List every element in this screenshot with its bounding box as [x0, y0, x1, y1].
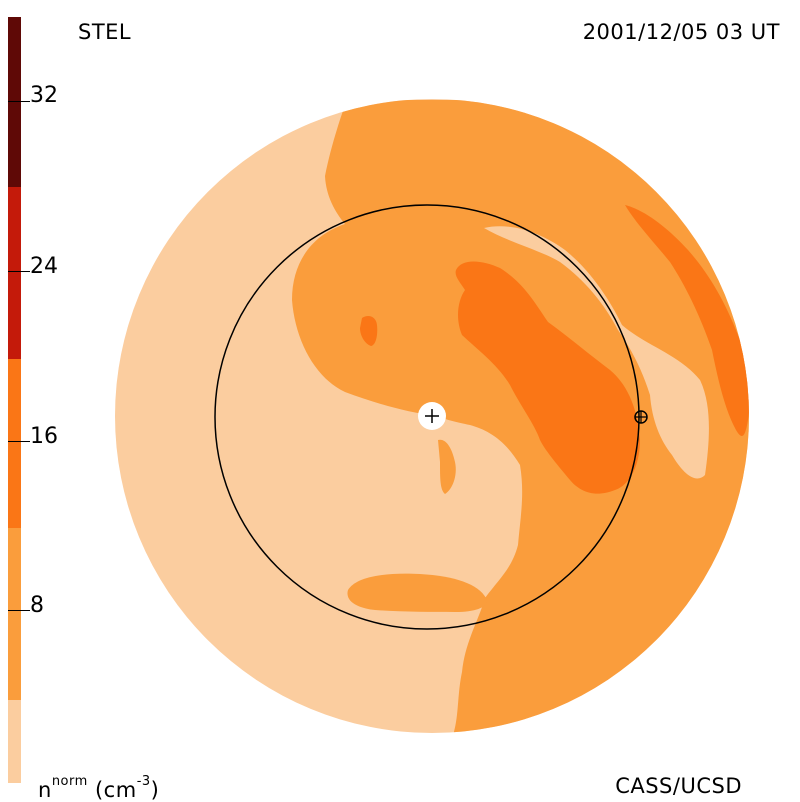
- region-medium-blob-small: [360, 316, 378, 346]
- colorbar: [8, 17, 21, 783]
- unit-base: n: [38, 778, 52, 802]
- colorbar-label-32: 32: [30, 83, 58, 108]
- region-light-main: [292, 100, 749, 733]
- unit-exponent: -3: [136, 774, 151, 789]
- colorbar-tick-32: [8, 101, 30, 102]
- region-lightest-band-right: [484, 226, 709, 479]
- region-light-tendril: [438, 439, 456, 494]
- colorbar-label-16: 16: [30, 424, 58, 449]
- unit-paren: (cm: [94, 778, 137, 802]
- unit-close: ): [150, 778, 160, 802]
- region-medium-main: [455, 261, 640, 494]
- colorbar-label-8: 8: [30, 593, 44, 618]
- unit-label: nnorm (cm-3): [38, 774, 159, 802]
- datetime-label: 2001/12/05 03 UT: [582, 20, 780, 44]
- region-medium-stripe-right: [625, 205, 749, 436]
- earth-icon-cross: [635, 411, 647, 423]
- colorbar-segment-6: [8, 17, 21, 187]
- unit-superscript: norm: [51, 774, 88, 789]
- colorbar-label-24: 24: [30, 254, 58, 279]
- colorbar-segment-1: [8, 700, 21, 783]
- colorbar-segment-3: [8, 359, 21, 528]
- region-light-blob-lower: [347, 573, 487, 612]
- sun-cross-icon: [425, 409, 439, 423]
- colorbar-segment-5: [8, 187, 21, 359]
- colorbar-tick-8: [8, 610, 30, 611]
- colorbar-tick-16: [8, 441, 30, 442]
- instrument-label: STEL: [78, 20, 132, 44]
- colorbar-segment-2: [8, 528, 21, 700]
- colorbar-tick-24: [8, 271, 30, 272]
- credit-label: CASS/UCSD: [615, 774, 742, 798]
